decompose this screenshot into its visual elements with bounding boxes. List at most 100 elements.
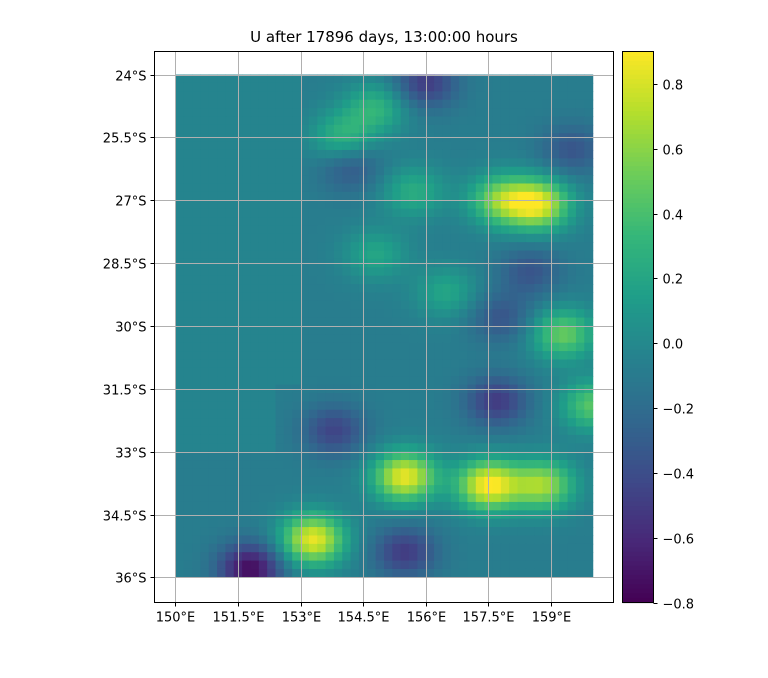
heatmap-cell (225, 74, 235, 84)
heatmap-cell (317, 443, 327, 453)
heatmap-cell (300, 191, 310, 201)
heatmap-cell (550, 242, 560, 252)
heatmap-cell (283, 443, 293, 453)
heatmap-cell (342, 309, 352, 319)
heatmap-cell (350, 334, 360, 344)
heatmap-cell (434, 443, 444, 453)
heatmap-cell (283, 451, 293, 461)
heatmap-cell (500, 543, 510, 553)
heatmap-cell (534, 367, 544, 377)
heatmap-cell (308, 376, 318, 386)
heatmap-cell (525, 568, 535, 578)
heatmap-cell (225, 158, 235, 168)
heatmap-cell (434, 351, 444, 361)
heatmap-cell (434, 309, 444, 319)
heatmap-cell (308, 401, 318, 411)
heatmap-cell (317, 317, 327, 327)
heatmap-cell (283, 568, 293, 578)
heatmap-cell (509, 510, 519, 520)
heatmap-cell (575, 493, 585, 503)
heatmap-cell (333, 166, 343, 176)
heatmap-cell (300, 418, 310, 428)
heatmap-cell (392, 325, 402, 335)
heatmap-cell (442, 200, 452, 210)
heatmap-cell (225, 200, 235, 210)
heatmap-cell (342, 485, 352, 495)
heatmap-cell (450, 334, 460, 344)
heatmap-cell (559, 158, 569, 168)
heatmap-cell (375, 325, 385, 335)
heatmap-cell (442, 501, 452, 511)
heatmap-cell (517, 74, 527, 84)
heatmap-cell (525, 149, 535, 159)
heatmap-cell (534, 510, 544, 520)
heatmap-cell (258, 401, 268, 411)
heatmap-cell (367, 418, 377, 428)
heatmap-cell (584, 108, 594, 118)
heatmap-cell (217, 325, 227, 335)
heatmap-cell (300, 208, 310, 218)
heatmap-cell (467, 91, 477, 101)
heatmap-cell (567, 175, 577, 185)
heatmap-cell (350, 359, 360, 369)
heatmap-cell (342, 225, 352, 235)
heatmap-cell (492, 460, 502, 470)
heatmap-cell (275, 292, 285, 302)
heatmap-cell (584, 309, 594, 319)
heatmap-cell (242, 325, 252, 335)
heatmap-cell (392, 560, 402, 570)
heatmap-cell (225, 275, 235, 285)
heatmap-cell (450, 275, 460, 285)
heatmap-cell (250, 191, 260, 201)
heatmap-cell (317, 476, 327, 486)
heatmap-cell (342, 292, 352, 302)
heatmap-cell (517, 334, 527, 344)
heatmap-cell (575, 552, 585, 562)
heatmap-cell (258, 460, 268, 470)
heatmap-cell (575, 208, 585, 218)
heatmap-cell (192, 485, 201, 495)
heatmap-cell (434, 317, 444, 327)
heatmap-cell (425, 141, 435, 151)
heatmap-cell (542, 91, 552, 101)
heatmap-cell (425, 267, 435, 277)
heatmap-cell (242, 158, 252, 168)
heatmap-cell (217, 124, 227, 134)
heatmap-cell (567, 367, 577, 377)
heatmap-cell (317, 166, 327, 176)
heatmap-cell (292, 401, 302, 411)
heatmap-cell (417, 392, 427, 402)
heatmap-cell (317, 501, 327, 511)
colorbar-band (622, 391, 654, 397)
heatmap-cell (275, 200, 285, 210)
heatmap-cell (459, 451, 469, 461)
heatmap-cell (584, 518, 594, 528)
heatmap-cell (575, 74, 585, 84)
heatmap-cell (425, 392, 435, 402)
heatmap-cell (534, 401, 544, 411)
heatmap-cell (575, 434, 585, 444)
heatmap-cell (534, 183, 544, 193)
heatmap-cell (333, 568, 343, 578)
heatmap-cell (317, 325, 327, 335)
heatmap-cell (267, 175, 277, 185)
heatmap-cell (459, 409, 469, 419)
heatmap-cell (183, 300, 193, 310)
heatmap-cell (409, 443, 418, 453)
heatmap-cell (225, 116, 235, 126)
heatmap-cell (384, 493, 393, 503)
heatmap-cell (225, 485, 235, 495)
heatmap-cell (275, 460, 285, 470)
heatmap-cell (575, 543, 585, 553)
heatmap-cell (292, 149, 302, 159)
heatmap-cell (325, 233, 335, 243)
heatmap-cell (267, 99, 277, 109)
colorbar-band (622, 428, 654, 434)
heatmap-cell (242, 518, 252, 528)
heatmap-cell (300, 334, 310, 344)
heatmap-cell (250, 460, 260, 470)
heatmap-cell (467, 325, 477, 335)
heatmap-cell (500, 552, 510, 562)
heatmap-cell (409, 535, 418, 545)
heatmap-cell (559, 535, 569, 545)
